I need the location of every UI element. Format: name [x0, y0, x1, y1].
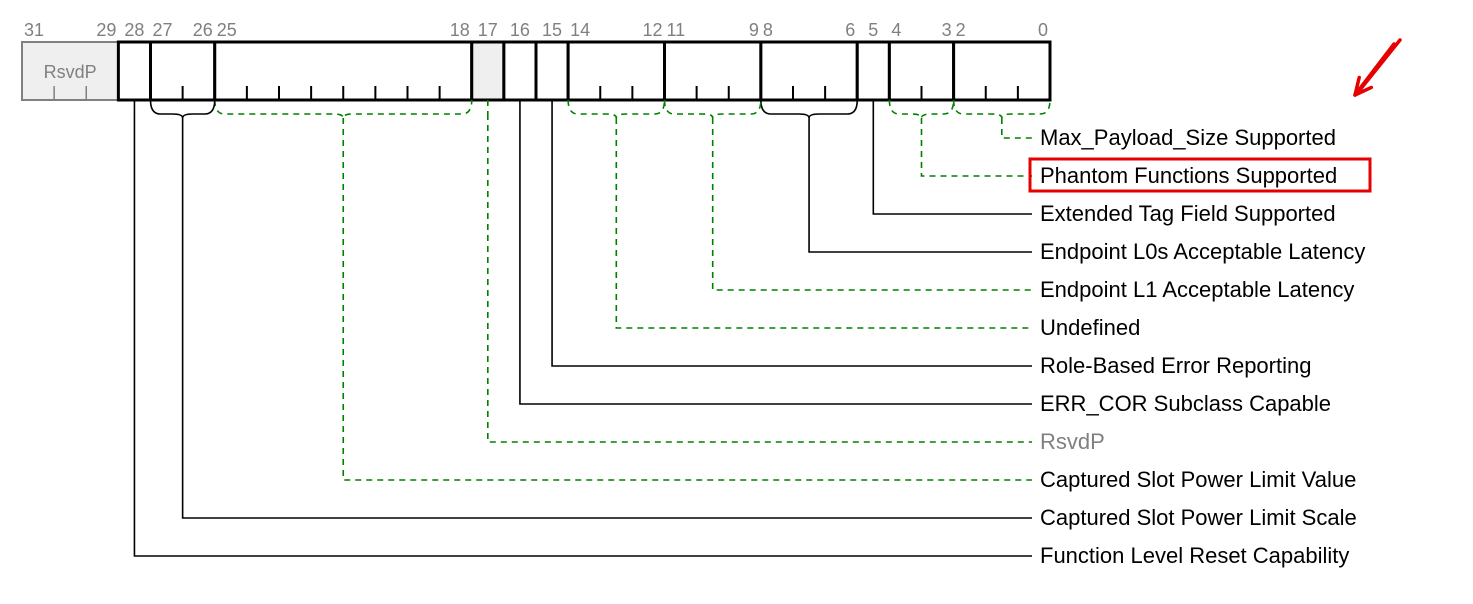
field-description: ERR_COR Subclass Capable [1040, 391, 1331, 416]
bit-number: 9 [749, 20, 759, 40]
field-description: Role-Based Error Reporting [1040, 353, 1311, 378]
bit-number: 5 [868, 20, 878, 40]
field-brace [889, 100, 953, 118]
leader-line [809, 118, 1032, 252]
bit-number: 17 [478, 20, 498, 40]
register-bitfield-diagram: RsvdP 31 29 28 27 2625 18 17 16 15 14 1211 98 654 32 0 M… [0, 0, 1473, 604]
leader-line [488, 114, 1032, 442]
leader-line [616, 118, 1032, 328]
annotation-arrow-icon [1355, 44, 1394, 95]
bit-number: 2 [956, 20, 966, 40]
bit-number: 26 [193, 20, 213, 40]
field-description: Endpoint L1 Acceptable Latency [1040, 277, 1354, 302]
leader-line [183, 118, 1032, 518]
leader-line [134, 114, 1032, 556]
bitfield-label: RsvdP [44, 62, 97, 82]
bit-number: 31 [24, 20, 44, 40]
field-description: Function Level Reset Capability [1040, 543, 1349, 568]
field-brace [215, 100, 472, 118]
field-description: Captured Slot Power Limit Scale [1040, 505, 1357, 530]
field-description: Captured Slot Power Limit Value [1040, 467, 1356, 492]
bit-number: 8 [763, 20, 773, 40]
bitfield-box [118, 42, 150, 100]
leader-line [520, 114, 1032, 404]
bitfield-box [954, 42, 1050, 100]
field-description: Phantom Functions Supported [1040, 163, 1337, 188]
bitfield-box [761, 42, 857, 100]
leader-line [1002, 118, 1032, 138]
field-brace [761, 100, 857, 118]
bit-number: 11 [667, 20, 686, 40]
bit-number: 4 [891, 20, 901, 40]
bit-number: 15 [542, 20, 562, 40]
bitfield-box [568, 42, 664, 100]
bit-number: 12 [642, 20, 662, 40]
bit-number: 18 [450, 20, 470, 40]
bit-number: 16 [510, 20, 530, 40]
bitfield-box [472, 42, 504, 100]
field-brace [568, 100, 664, 118]
bitfield-box [665, 42, 761, 100]
field-description: Extended Tag Field Supported [1040, 201, 1336, 226]
field-description: Endpoint L0s Acceptable Latency [1040, 239, 1365, 264]
bitfield-box [504, 42, 536, 100]
bit-number: 6 [845, 20, 855, 40]
bit-number: 25 [217, 20, 237, 40]
field-description: RsvdP [1040, 429, 1105, 454]
bitfield-box [536, 42, 568, 100]
field-description: Undefined [1040, 315, 1140, 340]
leader-line [922, 118, 1033, 176]
bit-number: 28 [124, 20, 144, 40]
leader-line [873, 114, 1032, 214]
field-brace [954, 100, 1050, 118]
leader-line [713, 118, 1032, 290]
bit-number: 3 [942, 20, 952, 40]
leader-line [343, 118, 1032, 480]
field-brace [151, 100, 215, 118]
bit-number: 27 [153, 20, 173, 40]
bit-number: 29 [96, 20, 116, 40]
field-brace [665, 100, 761, 118]
bit-number: 0 [1038, 20, 1048, 40]
field-description: Max_Payload_Size Supported [1040, 125, 1336, 150]
bitfield-box [857, 42, 889, 100]
bit-number: 14 [570, 20, 590, 40]
